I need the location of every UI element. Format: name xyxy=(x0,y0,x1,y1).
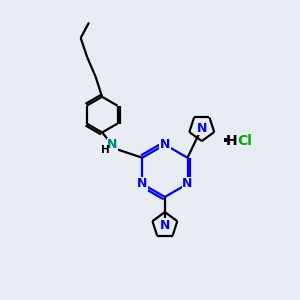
Text: Cl: Cl xyxy=(238,134,253,148)
Text: H: H xyxy=(226,134,238,148)
Text: H: H xyxy=(101,145,110,155)
Text: N: N xyxy=(137,177,147,190)
Text: N: N xyxy=(182,177,193,190)
Text: ·: · xyxy=(222,132,230,151)
Text: N: N xyxy=(196,122,207,134)
Text: N: N xyxy=(107,138,118,152)
Text: N: N xyxy=(160,219,170,232)
Text: N: N xyxy=(160,138,170,151)
